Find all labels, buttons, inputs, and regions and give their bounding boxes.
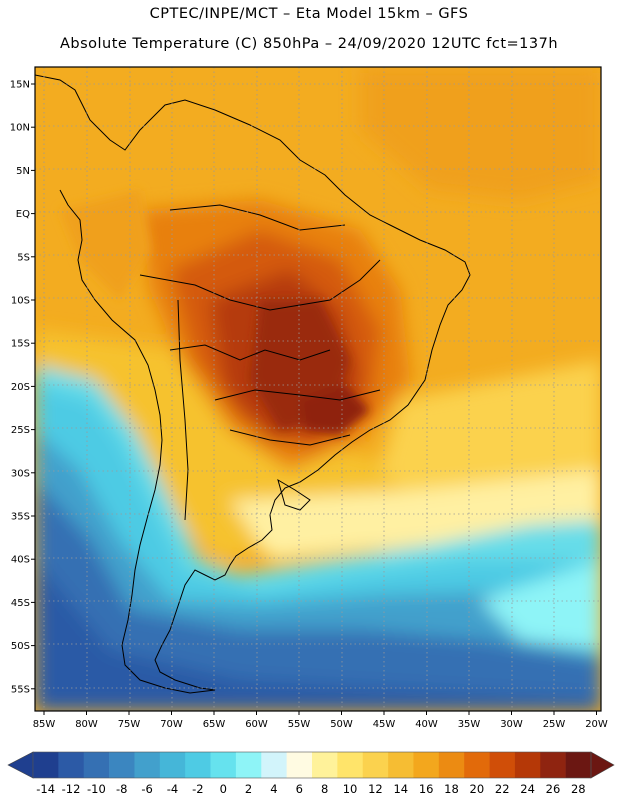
lat-tick-label: 5N (16, 166, 30, 177)
colorbar-swatch (489, 752, 516, 778)
lat-tick-label: 10S (11, 296, 30, 307)
colorbar-swatch (261, 752, 287, 778)
colorbar-label: 18 (444, 782, 459, 796)
colorbar: -14 -12 -10 -8 -6 -4 -2 0 2 4 6 8 10 12 14 16 18 20 22 24 26… (7, 751, 615, 796)
lat-tick-label: 20S (11, 382, 30, 393)
colorbar-label: 14 (393, 782, 408, 796)
lon-tick-label: 40W (415, 719, 438, 730)
colorbar-label: 6 (296, 782, 303, 796)
colorbar-low-arrow (7, 751, 34, 779)
colorbar-label: 16 (419, 782, 434, 796)
colorbar-label: 10 (343, 782, 358, 796)
colorbar-label: 26 (546, 782, 561, 796)
colorbar-label: 2 (245, 782, 252, 796)
lat-tick-label: 10N (10, 123, 30, 134)
colorbar-label: 22 (495, 782, 510, 796)
colorbar-swatch (185, 752, 211, 778)
colorbar-swatch (58, 752, 85, 778)
colorbar-label: 0 (220, 782, 227, 796)
map-title-line-2: Absolute Temperature (C) 850hPa – 24/09/… (59, 36, 559, 52)
colorbar-swatch (312, 752, 338, 778)
colorbar-swatch (109, 752, 135, 778)
temperature-field (35, 67, 601, 711)
lon-tick-label: 50W (330, 719, 353, 730)
colorbar-label: 8 (321, 782, 328, 796)
lon-tick-label: 70W (160, 719, 183, 730)
lon-tick-label: 35W (458, 719, 481, 730)
colorbar-swatch (565, 752, 592, 778)
grid-lines (35, 67, 601, 711)
lat-tick-label: 15S (11, 339, 30, 350)
lat-tick-label: 5S (17, 252, 30, 263)
lon-tick-label: 45W (373, 719, 396, 730)
lon-tick-label: 20W (585, 719, 608, 730)
colorbar-swatch (362, 752, 389, 778)
colorbar-label: -8 (116, 782, 127, 796)
colorbar-swatch (438, 752, 465, 778)
colorbar-swatch (514, 752, 541, 778)
lon-tick-label: 85W (33, 719, 56, 730)
lat-tick-label: 40S (11, 555, 30, 566)
lat-tick-label: 50S (11, 641, 30, 652)
colorbar-label: -12 (62, 782, 81, 796)
colorbar-swatch (83, 752, 110, 778)
colorbar-swatch (159, 752, 186, 778)
colorbar-label: 20 (470, 782, 485, 796)
colorbar-label: -14 (36, 782, 55, 796)
longitude-axis: 85W 80W 75W 70W 65W 60W 55W 50W 45W 40W 35W 30W 25W 2… (33, 711, 608, 730)
colorbar-label: -10 (87, 782, 106, 796)
colorbar-label: 28 (571, 782, 586, 796)
colorbar-label: -2 (192, 782, 203, 796)
colorbar-swatch (134, 752, 161, 778)
colorbar-swatch (286, 752, 313, 778)
lat-tick-label: 25S (11, 425, 30, 436)
lat-tick-label: 35S (11, 512, 30, 523)
map-frame (34, 66, 602, 712)
colorbar-swatch (337, 752, 364, 778)
colorbar-label: 12 (368, 782, 383, 796)
lat-tick-label: 55S (11, 684, 30, 695)
lat-tick-label: 30S (11, 468, 30, 479)
colorbar-swatch (413, 752, 440, 778)
colorbar-swatch (33, 752, 59, 778)
lon-tick-label: 65W (203, 719, 226, 730)
colorbar-label: 4 (270, 782, 277, 796)
colorbar-swatch (464, 752, 490, 778)
colorbar-label: 24 (520, 782, 535, 796)
lat-tick-label: EQ (16, 209, 30, 220)
latitude-axis: 15N 10N 5N EQ 5S 10S 15S 20S 25S 30S 35S 40S 45S 50S 5… (10, 80, 35, 695)
colorbar-high-arrow (590, 751, 615, 779)
lon-tick-label: 55W (288, 719, 311, 730)
lon-tick-label: 60W (245, 719, 268, 730)
coastlines (35, 74, 471, 694)
colorbar-label: -4 (167, 782, 178, 796)
colorbar-swatch (210, 752, 237, 778)
lon-tick-label: 25W (543, 719, 566, 730)
colorbar-swatch (235, 752, 262, 778)
colorbar-swatch (388, 752, 414, 778)
lon-tick-label: 75W (118, 719, 141, 730)
lat-tick-label: 45S (11, 598, 30, 609)
lon-tick-label: 30W (500, 719, 523, 730)
colorbar-swatch (540, 752, 566, 778)
lat-tick-label: 15N (10, 80, 30, 91)
lon-tick-label: 80W (75, 719, 98, 730)
colorbar-label: -6 (141, 782, 152, 796)
map-title-line-1: CPTEC/INPE/MCT – Eta Model 15km – GFS (149, 6, 469, 22)
